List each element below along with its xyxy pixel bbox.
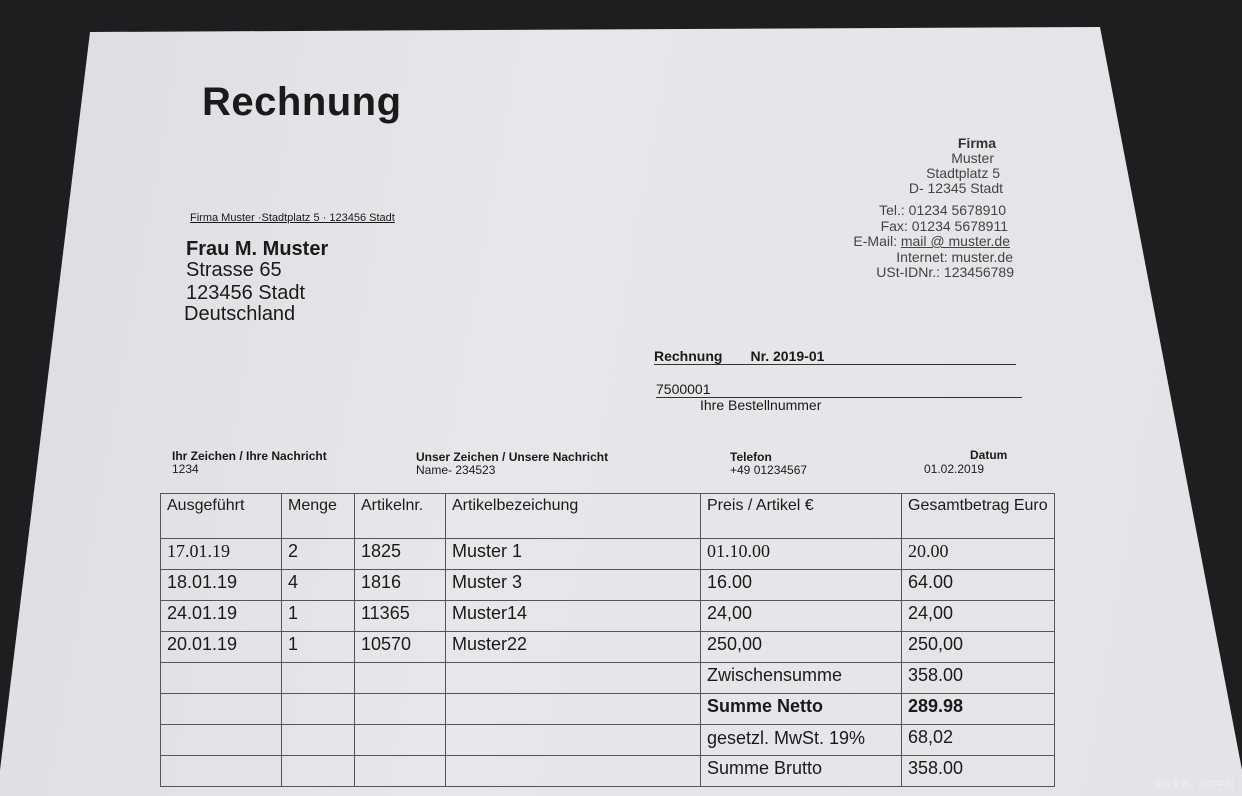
- totals-row: gesetzl. MwSt. 19% 68,02: [160, 724, 1055, 756]
- company-line: Muster: [951, 150, 994, 166]
- recipient-street: Strasse 65: [186, 259, 282, 281]
- table-row: 17.01.19 2 1825 Muster 1 01.10.00 20.00: [160, 538, 1055, 570]
- table-header-row: Ausgeführt Menge Artikelnr. Artikelbezei…: [160, 493, 1055, 539]
- table-cell: Muster 3: [445, 569, 701, 601]
- empty-cell: [445, 662, 701, 694]
- table-cell: 4: [281, 569, 355, 601]
- col-header: Menge: [281, 493, 355, 539]
- invoice-number-line: Rechnung Nr. 2019-01: [654, 348, 1016, 365]
- total-value: 289.98: [901, 693, 1055, 725]
- table-cell: 1816: [354, 569, 446, 601]
- empty-cell: [160, 724, 282, 756]
- total-label: Summe Netto: [700, 693, 902, 725]
- empty-cell: [354, 662, 446, 694]
- empty-cell: [445, 724, 701, 756]
- recipient-city: 123456 Stadt: [186, 282, 305, 304]
- empty-cell: [281, 693, 355, 725]
- empty-cell: [160, 662, 282, 694]
- table-cell: 11365: [354, 600, 446, 632]
- ref-label: Unser Zeichen / Unsere Nachricht: [416, 450, 609, 464]
- table-cell: 17.01.19: [160, 538, 282, 570]
- table-row: 20.01.19 1 10570 Muster22 250,00 250,00: [160, 631, 1055, 663]
- ref-value: 1234: [172, 462, 199, 476]
- empty-cell: [445, 693, 701, 725]
- company-name: Firma: [957, 135, 996, 151]
- company-fax: Fax: 01234 5678911: [880, 218, 1008, 234]
- empty-cell: [354, 693, 446, 725]
- totals-row: Summe Brutto 358.00: [160, 755, 1055, 787]
- totals-row: Zwischensumme 358.00: [160, 662, 1055, 694]
- empty-cell: [445, 755, 701, 787]
- company-phone: Tel.: 01234 5678910: [879, 202, 1006, 218]
- ref-label: Datum: [970, 448, 1008, 462]
- col-header: Gesamtbetrag Euro: [901, 493, 1055, 539]
- table-cell: 250,00: [901, 631, 1055, 663]
- table-row: 18.01.19 4 1816 Muster 3 16.00 64.00: [160, 569, 1055, 601]
- company-email: E-Mail: mail @ muster.de: [853, 233, 1010, 249]
- totals-row: Summe Netto 289.98: [160, 693, 1055, 725]
- table-cell: 1825: [354, 538, 446, 570]
- table-cell: 10570: [354, 631, 446, 663]
- table-cell: 16.00: [700, 569, 902, 601]
- total-label: Summe Brutto: [700, 755, 902, 787]
- company-line: Stadtplatz 5: [926, 165, 1000, 181]
- table-cell: 24.01.19: [160, 600, 282, 632]
- empty-cell: [354, 755, 446, 787]
- total-value: 68,02: [901, 724, 1055, 756]
- order-number: 7500001: [656, 381, 1022, 398]
- ref-label: Ihr Zeichen / Ihre Nachricht: [172, 449, 327, 463]
- table-row: 24.01.19 1 11365 Muster14 24,00 24,00: [160, 600, 1055, 632]
- total-value: 358.00: [901, 755, 1055, 787]
- empty-cell: [160, 693, 282, 725]
- col-header: Artikelbezeichung: [445, 493, 701, 539]
- total-label: gesetzl. MwSt. 19%: [700, 724, 902, 756]
- table-cell: 24,00: [700, 600, 902, 632]
- watermark: ©百家号／视觉中国: [1155, 779, 1234, 789]
- ref-value: Name- 234523: [416, 463, 496, 477]
- empty-cell: [354, 724, 446, 756]
- col-header: Artikelnr.: [354, 493, 446, 539]
- company-internet: Internet: muster.de: [896, 249, 1013, 265]
- email-link[interactable]: mail @ muster.de: [900, 233, 1010, 249]
- table-cell: 64.00: [901, 569, 1055, 601]
- table-cell: 20.01.19: [160, 631, 282, 663]
- empty-cell: [281, 755, 355, 787]
- table-cell: Muster 1: [445, 538, 701, 570]
- table-cell: 24,00: [901, 600, 1055, 632]
- ref-label: Telefon: [730, 450, 772, 464]
- empty-cell: [281, 724, 355, 756]
- recipient-name: Frau M. Muster: [186, 238, 329, 260]
- empty-cell: [160, 755, 282, 787]
- table-cell: Muster22: [445, 631, 701, 663]
- company-vat: USt-IDNr.: 123456789: [876, 264, 1014, 280]
- table-cell: 18.01.19: [160, 569, 282, 601]
- table-cell: 1: [281, 631, 355, 663]
- total-value: 358.00: [901, 662, 1055, 694]
- empty-cell: [281, 662, 355, 694]
- document-title: Rechnung: [202, 80, 402, 124]
- col-header: Ausgeführt: [160, 493, 282, 539]
- table-cell: Muster14: [445, 600, 701, 632]
- total-label: Zwischensumme: [700, 662, 902, 694]
- company-line: D- 12345 Stadt: [908, 180, 1003, 196]
- table-cell: 01.10.00: [700, 538, 902, 570]
- table-cell: 1: [281, 600, 355, 632]
- recipient-country: Deutschland: [184, 303, 296, 325]
- order-label: Ihre Bestellnummer: [700, 397, 822, 413]
- invoice-table: Ausgeführt Menge Artikelnr. Artikelbezei…: [160, 493, 1055, 787]
- ref-value: 01.02.2019: [924, 462, 985, 476]
- table-cell: 250,00: [700, 631, 902, 663]
- col-header: Preis / Artikel €: [700, 493, 902, 539]
- sender-line: Firma Muster ·Stadtplatz 5 · 123456 Stad…: [190, 212, 395, 224]
- table-cell: 2: [281, 538, 355, 570]
- table-cell: 20.00: [901, 538, 1055, 570]
- ref-value: +49 01234567: [730, 463, 808, 477]
